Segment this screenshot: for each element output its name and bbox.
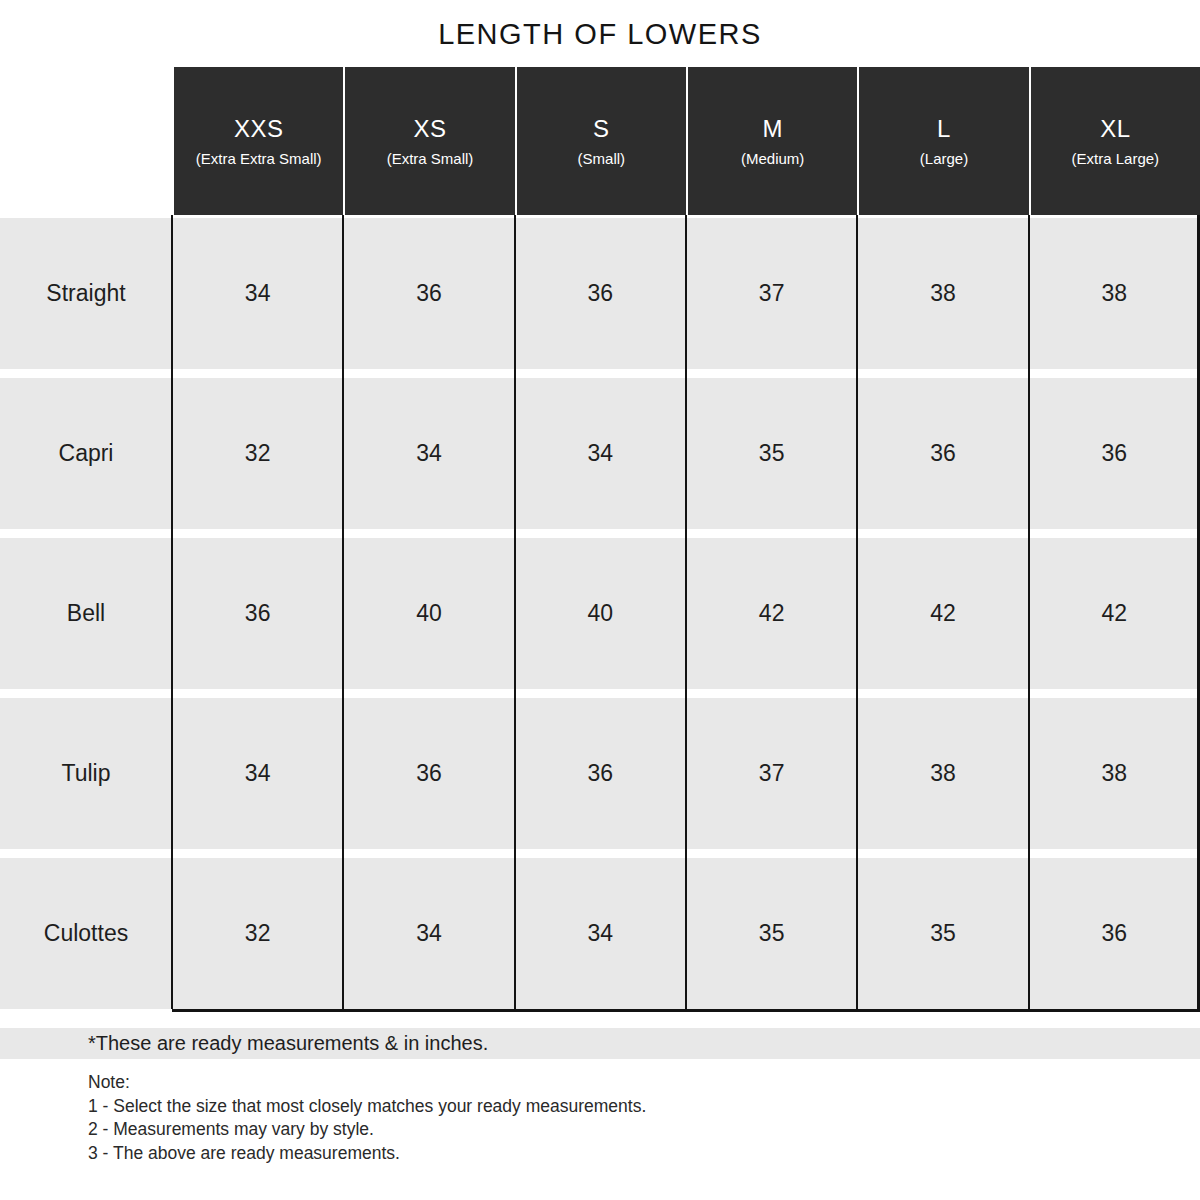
table-cell: 35: [686, 858, 857, 1009]
table-cell: 36: [343, 218, 514, 369]
table-cell: 38: [857, 218, 1028, 369]
size-abbr-label: L: [937, 115, 951, 143]
table-row-bell: Bell 36 40 40 42 42 42: [0, 538, 1200, 689]
size-abbr-label: S: [593, 115, 610, 143]
footnote-band: *These are ready measurements & in inche…: [0, 1028, 1200, 1059]
table-row-straight: Straight 34 36 36 37 38 38: [0, 218, 1200, 369]
size-full-label: (Small): [578, 150, 626, 167]
table-cell: 42: [686, 538, 857, 689]
size-full-label: (Medium): [741, 150, 804, 167]
table-cell: 38: [1029, 698, 1200, 849]
size-full-label: (Extra Extra Small): [196, 150, 322, 167]
row-label: Bell: [0, 538, 172, 689]
table-cell: 34: [172, 218, 343, 369]
row-label: Tulip: [0, 698, 172, 849]
table-cell: 40: [515, 538, 686, 689]
table-cell: 36: [343, 698, 514, 849]
size-table: XXS (Extra Extra Small) XS (Extra Small)…: [0, 67, 1200, 1018]
row-label: Straight: [0, 218, 172, 369]
table-cell: 37: [686, 698, 857, 849]
page-title: LENGTH OF LOWERS: [0, 18, 1200, 51]
table-cell: 32: [172, 378, 343, 529]
column-header-l: L (Large): [857, 67, 1028, 215]
table-bottom-border: [172, 1009, 1200, 1012]
table-cell: 32: [172, 858, 343, 1009]
table-cell: 34: [172, 698, 343, 849]
note-item: 3 - The above are ready measurements.: [88, 1142, 646, 1166]
notes-heading: Note:: [88, 1071, 646, 1095]
size-chart-page: LENGTH OF LOWERS XXS (Extra Extra Small)…: [0, 0, 1200, 1200]
column-header-xs: XS (Extra Small): [343, 67, 514, 215]
table-cell: 36: [1029, 858, 1200, 1009]
table-cell: 36: [515, 698, 686, 849]
table-row-capri: Capri 32 34 34 35 36 36: [0, 378, 1200, 529]
column-header-xxs: XXS (Extra Extra Small): [172, 67, 343, 215]
size-abbr-label: M: [762, 115, 783, 143]
table-cell: 36: [857, 378, 1028, 529]
table-cell: 34: [343, 378, 514, 529]
notes-section: Note: 1 - Select the size that most clos…: [88, 1071, 646, 1165]
table-cell: 38: [1029, 218, 1200, 369]
table-cell: 38: [857, 698, 1028, 849]
table-cell: 36: [515, 218, 686, 369]
table-body: Straight 34 36 36 37 38 38 Capri 32 34 3…: [0, 218, 1200, 1009]
table-cell: 37: [686, 218, 857, 369]
column-header-m: M (Medium): [686, 67, 857, 215]
header-spacer-cell: [0, 67, 172, 215]
row-label: Capri: [0, 378, 172, 529]
size-abbr-label: XXS: [234, 115, 284, 143]
row-label: Culottes: [0, 858, 172, 1009]
table-cell: 36: [172, 538, 343, 689]
column-header-s: S (Small): [515, 67, 686, 215]
size-abbr-label: XL: [1100, 115, 1130, 143]
size-abbr-label: XS: [413, 115, 446, 143]
table-cell: 35: [857, 858, 1028, 1009]
column-header-xl: XL (Extra Large): [1029, 67, 1200, 215]
table-cell: 42: [857, 538, 1028, 689]
size-full-label: (Extra Small): [387, 150, 474, 167]
table-cell: 36: [1029, 378, 1200, 529]
table-row-tulip: Tulip 34 36 36 37 38 38: [0, 698, 1200, 849]
table-header-row: XXS (Extra Extra Small) XS (Extra Small)…: [0, 67, 1200, 215]
table-cell: 34: [515, 858, 686, 1009]
table-cell: 35: [686, 378, 857, 529]
size-full-label: (Extra Large): [1072, 150, 1160, 167]
note-item: 2 - Measurements may vary by style.: [88, 1118, 646, 1142]
footnote-text: *These are ready measurements & in inche…: [0, 1032, 488, 1055]
table-row-culottes: Culottes 32 34 34 35 35 36: [0, 858, 1200, 1009]
table-cell: 42: [1029, 538, 1200, 689]
note-item: 1 - Select the size that most closely ma…: [88, 1095, 646, 1119]
table-cell: 40: [343, 538, 514, 689]
table-cell: 34: [515, 378, 686, 529]
size-full-label: (Large): [920, 150, 968, 167]
table-cell: 34: [343, 858, 514, 1009]
